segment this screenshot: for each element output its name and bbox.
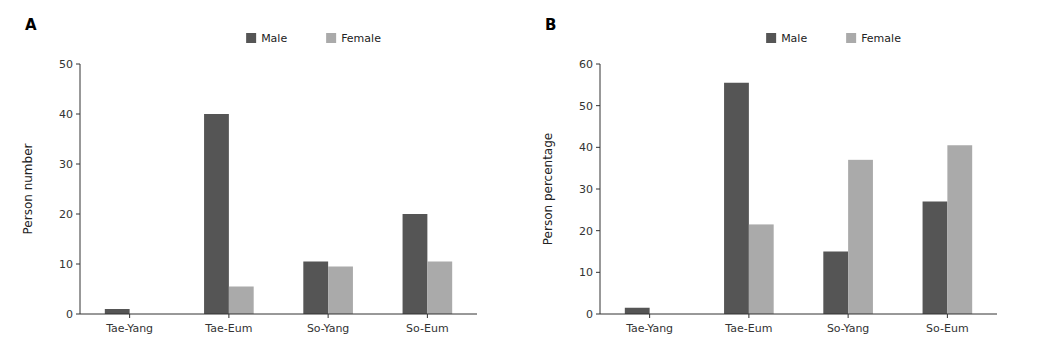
bar <box>947 145 972 314</box>
y-tick-label: 30 <box>59 158 73 171</box>
x-tick-label: Tae-Eum <box>724 322 772 335</box>
y-tick-label: 20 <box>59 208 73 221</box>
bars <box>105 114 452 314</box>
x-tick-label: Tae-Yang <box>625 322 673 335</box>
y-tick-label: 50 <box>579 100 593 113</box>
x-tick-label: So-Yang <box>307 322 349 335</box>
x-tick <box>129 314 130 318</box>
y-tick <box>596 105 600 106</box>
y-tick <box>596 64 600 65</box>
y-tick <box>596 314 600 315</box>
x-axis <box>600 314 997 315</box>
y-tick <box>76 314 80 315</box>
x-tick <box>848 314 849 318</box>
legend-label: Male <box>261 32 287 45</box>
legend-label: Male <box>781 32 807 45</box>
bar <box>923 202 948 315</box>
y-tick <box>596 272 600 273</box>
bar <box>105 309 130 314</box>
legend-swatch <box>326 33 336 43</box>
y-axis <box>80 64 81 314</box>
y-tick-label: 50 <box>59 58 73 71</box>
y-tick-label: 40 <box>59 108 73 121</box>
bar <box>749 224 774 314</box>
y-tick-label: 0 <box>66 308 73 321</box>
panel: B 0 10 20 30 40 50 60 Person percentage Tae-Yang T… <box>541 16 997 335</box>
legend: Male Female <box>766 32 901 45</box>
bar <box>823 252 848 315</box>
bar <box>848 160 873 314</box>
legend-label: Female <box>341 32 381 45</box>
x-tick-label: Tae-Eum <box>204 322 252 335</box>
x-tick <box>748 314 749 318</box>
y-tick-label: 40 <box>579 141 593 154</box>
bar <box>427 262 452 315</box>
y-tick-label: 10 <box>579 266 593 279</box>
x-tick-label: So-Eum <box>406 322 449 335</box>
bar <box>328 267 353 315</box>
legend-label: Female <box>861 32 901 45</box>
panel: A 0 10 20 30 40 50 Person number Tae-Yang Tae-Eum… <box>21 16 477 335</box>
y-axis-label: Person percentage <box>541 133 555 245</box>
y-tick <box>76 264 80 265</box>
chart-root: A 0 10 20 30 40 50 Person number Tae-Yang Tae-Eum… <box>0 0 1045 361</box>
y-tick-label: 60 <box>579 58 593 71</box>
x-tick <box>947 314 948 318</box>
panel-label: B <box>545 16 556 34</box>
y-axis <box>600 64 601 314</box>
y-tick <box>76 64 80 65</box>
y-tick <box>596 230 600 231</box>
x-tick-label: So-Yang <box>827 322 869 335</box>
y-tick <box>76 114 80 115</box>
bars <box>625 83 972 314</box>
y-tick-label: 20 <box>579 225 593 238</box>
y-tick-label: 0 <box>586 308 593 321</box>
y-tick-label: 30 <box>579 183 593 196</box>
x-tick <box>328 314 329 318</box>
y-tick <box>596 189 600 190</box>
panel-label: A <box>25 16 37 34</box>
bar <box>204 114 229 314</box>
y-tick <box>596 147 600 148</box>
x-tick <box>427 314 428 318</box>
legend-swatch <box>246 33 256 43</box>
bar <box>303 262 328 315</box>
x-tick-label: Tae-Yang <box>105 322 153 335</box>
x-axis <box>80 314 477 315</box>
y-tick-label: 10 <box>59 258 73 271</box>
bar <box>229 287 254 315</box>
bar <box>625 308 650 314</box>
x-tick-label: So-Eum <box>926 322 969 335</box>
y-tick <box>76 214 80 215</box>
x-tick <box>649 314 650 318</box>
bar <box>403 214 428 314</box>
legend-swatch <box>846 33 856 43</box>
legend: Male Female <box>246 32 381 45</box>
bar <box>724 83 749 314</box>
x-tick <box>228 314 229 318</box>
y-axis-label: Person number <box>21 143 35 234</box>
legend-swatch <box>766 33 776 43</box>
y-tick <box>76 164 80 165</box>
